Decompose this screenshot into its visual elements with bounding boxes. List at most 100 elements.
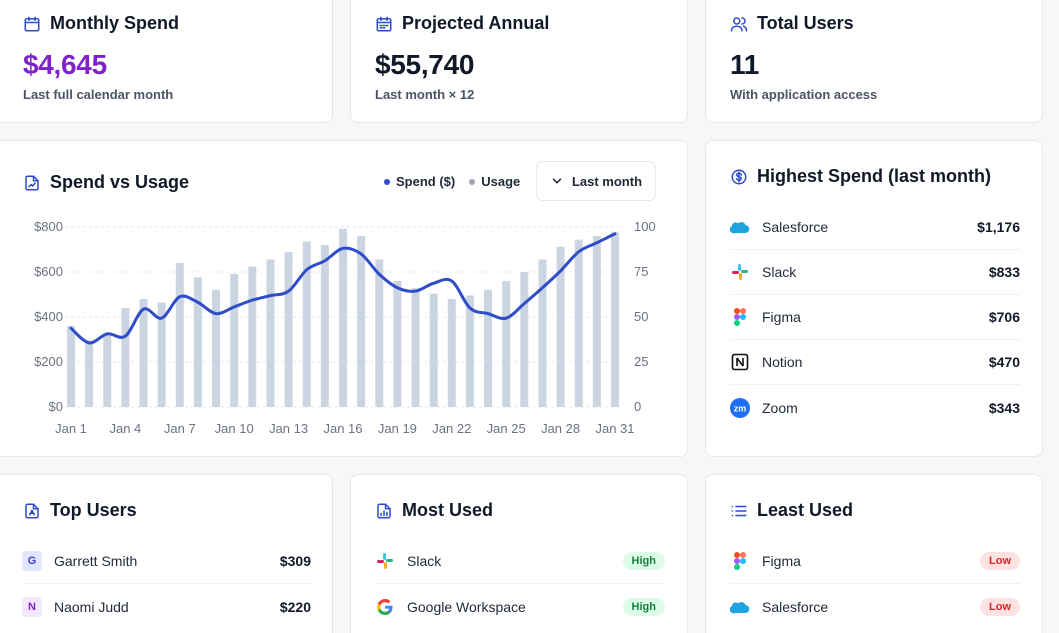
x-tick-label: Jan 22	[432, 421, 471, 436]
app-name: Slack	[407, 553, 442, 569]
usage-bar	[393, 281, 402, 407]
least-used-title-row: Least Used	[730, 500, 853, 521]
usage-bar	[592, 236, 601, 407]
list-item[interactable]: Figma $706	[730, 295, 1020, 340]
usage-bar	[302, 241, 311, 407]
y-right-tick-label: 0	[634, 399, 641, 414]
list-item[interactable]: Salesforce Low	[730, 584, 1020, 629]
most-used-list: Slack High Google Workspace High	[375, 539, 665, 629]
usage-bar	[556, 246, 565, 407]
slack-icon	[730, 262, 750, 282]
legend-spend-swatch	[384, 178, 390, 185]
avatar: N	[22, 596, 42, 617]
y-right-tick-label: 50	[634, 309, 648, 324]
app-name: Figma	[762, 309, 801, 325]
app-name: Slack	[762, 264, 797, 280]
y-left-tick-label: $600	[34, 264, 63, 279]
spend-vs-usage-title: Spend vs Usage	[50, 172, 190, 192]
usage-bar	[103, 333, 112, 407]
top-users-list: G Garrett Smith $309 N Naomi Judd $220	[22, 539, 311, 629]
least-used-card: Least Used Figma Low Salesforce Low	[705, 474, 1043, 633]
usage-bar	[67, 326, 75, 407]
most-used-title: Most Used	[402, 500, 494, 520]
usage-bar	[574, 239, 583, 407]
monthly-spend-card: Monthly Spend $4,645 Last full calendar …	[0, 0, 333, 123]
list-item[interactable]: Salesforce $1,176	[730, 205, 1020, 250]
monthly-spend-value: $4,645	[23, 49, 107, 80]
chart-file-icon	[23, 174, 41, 192]
projected-annual-title: Projected Annual	[402, 13, 550, 33]
highest-spend-title-row: Highest Spend (last month)	[730, 166, 991, 187]
date-range-label: Last month	[571, 173, 643, 189]
total-users-title: Total Users	[757, 13, 854, 33]
y-left-tick-label: $400	[34, 309, 63, 324]
user-amount: $309	[279, 553, 311, 569]
list-item[interactable]: Slack $833	[730, 250, 1020, 295]
users-icon	[730, 15, 748, 33]
total-users-card: Total Users 11 With application access	[705, 0, 1043, 123]
app-name: Figma	[762, 553, 801, 569]
legend-usage: Usage	[469, 174, 520, 189]
monthly-spend-subtitle: Last full calendar month	[23, 87, 174, 102]
spend-line	[69, 232, 617, 345]
notion-icon	[730, 352, 750, 372]
usage-bar	[175, 263, 184, 407]
x-tick-label: Jan 7	[164, 421, 196, 436]
list-item[interactable]: Figma Low	[730, 539, 1020, 584]
usage-bar	[230, 273, 239, 407]
list-item[interactable]: zm Zoom $343	[730, 385, 1020, 430]
legend-spend: Spend ($)	[384, 174, 455, 189]
user-name: Naomi Judd	[54, 598, 129, 615]
salesforce-icon	[730, 217, 750, 237]
y-left-tick-label: $0	[49, 399, 63, 414]
svg-text:zm: zm	[734, 403, 747, 413]
user-name: Garrett Smith	[54, 553, 138, 569]
bar-chart-file-icon	[375, 502, 393, 520]
x-tick-label: Jan 31	[595, 421, 634, 436]
top-users-title-row: Top Users	[23, 500, 137, 521]
usage-bar	[357, 236, 366, 407]
total-users-value: 11	[730, 49, 759, 80]
y-right-tick-label: 75	[634, 264, 648, 279]
x-tick-label: Jan 19	[378, 421, 417, 436]
user-file-icon	[23, 502, 41, 520]
total-users-subtitle: With application access	[730, 87, 878, 102]
list-item[interactable]: Notion $470	[730, 340, 1020, 385]
dollar-circle-icon	[730, 168, 748, 186]
calendar-icon	[23, 15, 41, 33]
app-amount: $706	[988, 309, 1020, 325]
avatar: G	[22, 551, 42, 571]
list-item[interactable]: G Garrett Smith $309	[22, 539, 311, 584]
x-tick-label: Jan 4	[109, 421, 141, 436]
projected-annual-title-row: Projected Annual	[375, 13, 549, 34]
spend-vs-usage-card: Spend vs Usage Spend ($) Usage Last mont…	[0, 140, 688, 457]
app-name: Zoom	[762, 399, 798, 416]
usage-bar	[85, 340, 94, 407]
projected-annual-subtitle: Last month × 12	[375, 87, 475, 102]
usage-badge: Low	[980, 597, 1020, 616]
usage-bar	[520, 272, 529, 407]
list-item[interactable]: N Naomi Judd $220	[22, 584, 311, 629]
usage-bar	[339, 228, 347, 407]
legend-spend-label: Spend ($)	[396, 174, 456, 189]
app-amount: $833	[988, 264, 1020, 280]
date-range-dropdown[interactable]: Last month	[536, 161, 656, 201]
x-tick-label: Jan 16	[323, 421, 362, 436]
app-amount: $343	[988, 399, 1020, 416]
usage-bar	[266, 259, 275, 407]
list-item[interactable]: Google Workspace High	[375, 584, 665, 629]
chevron-down-icon	[550, 174, 564, 188]
app-name: Salesforce	[762, 598, 829, 615]
app-name: Salesforce	[762, 219, 829, 235]
usage-bar	[139, 299, 148, 407]
usage-bar	[411, 288, 420, 407]
figma-icon	[730, 307, 750, 327]
usage-bar	[284, 252, 293, 407]
list-item[interactable]: Slack High	[375, 539, 665, 584]
usage-bar	[429, 293, 438, 407]
x-tick-label: Jan 10	[215, 421, 254, 436]
spend-vs-usage-title-row: Spend vs Usage	[23, 172, 189, 193]
x-tick-label: Jan 25	[487, 421, 526, 436]
y-left-tick-label: $200	[34, 354, 63, 369]
least-used-list: Figma Low Salesforce Low	[730, 539, 1020, 629]
